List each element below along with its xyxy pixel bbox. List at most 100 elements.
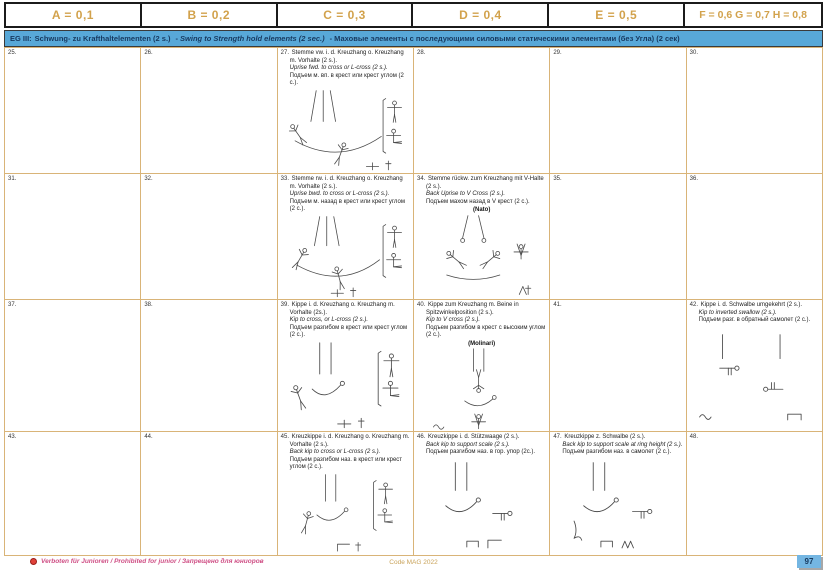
element-text-ru: Подъем м. назад в крест или крест углом … [289,198,405,213]
element-text-en: Back kip to cross or L-cross (2 s.). [289,449,381,455]
element-number: 46. [416,434,426,440]
element-number: 43. [8,434,17,440]
element-figure [281,214,410,299]
element-text-de: Kippe i. d. Kreuzhang o. Kreuzhang m. Vo… [289,302,395,316]
element-figure-uprise-bwd-to-cross [291,215,402,297]
element-number: 36. [689,176,698,182]
element-text-de: Kippe zum Kreuzhang m. Beine in Spitzwin… [425,302,519,316]
element-figure-back-kip-swallow [573,461,653,548]
element-text-de: Stemme rw. i. d. Kreuzhang o. Kreuzhang … [289,176,403,190]
element-cell: 31. [5,173,142,299]
element-group-title-en: Swing to Strength hold elements (2 sec.) [180,34,325,43]
element-cell: 44. [141,431,278,555]
element-number: 34. [416,176,426,182]
element-figure-kip-inverted-swallow [698,333,802,420]
element-cell: 41. [550,299,687,431]
junior-restriction: Verboten für Junioren / Prohibited for j… [30,558,264,565]
element-number: 48. [689,434,698,440]
element-cell: 42. Kippe i. d. Schwalbe umgekehrt (2 s.… [686,299,823,431]
element-figure-uprise-fwd-to-cross [288,89,402,170]
element-number: 45. [280,434,289,440]
element-cell: 26. [141,47,278,173]
junior-restriction-icon [30,558,37,565]
element-number: 29. [553,50,562,56]
element-text-ru: Подъем разгибом в крест или крест углом … [289,324,408,339]
element-cell: 47. Kreuzkippe z. Schwalbe (2 s.). Back k… [550,431,687,555]
element-number: 33. [280,176,289,182]
junior-restriction-text: Verboten für Junioren / Prohibited for j… [41,558,264,565]
element-text-ru: Подъем разгибом наз. в крест или крест у… [289,456,403,471]
element-text-ru: Подъем разгибом наз. в гор. упор (2с.). [425,449,536,455]
element-cell: 48. [686,431,823,555]
element-figure [281,472,410,555]
element-cell: 46. Kreuzkippe i. d. Stützwaage (2 s.). B… [413,431,551,555]
page-number-badge: 97 [797,555,821,568]
element-text-en: Uprise fwd. to cross or L-cross (2 s.). [289,65,388,71]
element-cell: 27. Stemme vw. i. d. Kreuzhang o. Kreuzh… [277,47,414,173]
element-figure-kip-to-cross [290,341,400,428]
element-figure [281,340,410,431]
difficulty-value-header-row: A = 0,1 B = 0,2 C = 0,3 D = 0,4 E = 0,5 F = 0… [4,2,823,28]
element-text-de: Kippe i. d. Schwalbe umgekehrt (2 s.). [700,302,803,308]
element-cell: 29. [550,47,687,173]
element-text-en: Back Uprise to V Cross (2 s.). [425,191,506,197]
element-text-de: Kreuzkippe i. d. Stützwaage (2 s.). [428,434,520,440]
element-text-ru: Подъем разгибом в крест с высоким углом … [425,324,546,339]
element-grid: 25. 26. 27. Stemme vw. i. d. Kreuzhang o. … [4,47,823,556]
element-cell: 36. [686,173,823,299]
element-cell: 30. [686,47,823,173]
code-reference: Code MAG 2022 [389,559,438,566]
element-group-label: EG III: [10,34,32,43]
element-cell: 40. Kippe zum Kreuzhang m. Beine in Spit… [413,299,551,431]
element-eponym: (Nato) [472,207,491,213]
value-header-d: D = 0,4 [413,4,550,26]
value-header-b: B = 0,2 [142,4,278,26]
element-text-ru: Подъем разг. в обратный самолет (2 с.). [698,317,811,323]
element-text-en: Kip to V cross (2 s.). [425,317,480,323]
element-text-de: Kreuzkippe z. Schwalbe (2 s.). [564,434,646,440]
element-text-en: Uprise bwd. to cross or L-cross (2 s.). [289,191,390,197]
element-text-de: Stemme vw. i. d. Kreuzhang o. Kreuzhang … [289,50,404,64]
element-text-ru: Подъем махом назад в V крест (2 с.). [425,198,530,205]
element-number: 47. [553,434,562,440]
value-header-a: A = 0,1 [6,4,142,26]
element-group-banner: EG III: Schwung- zu Krafthaltelementen (… [4,30,823,47]
element-number: 40. [416,302,426,308]
element-cell: 37. [5,299,142,431]
element-figure [417,457,546,555]
element-eponym: (Molinari) [468,340,496,347]
element-number: 26. [144,50,153,56]
element-number: 28. [416,50,426,56]
element-text-de: Stemme rückw. zum Kreuzhang mit V-Halte … [425,176,544,190]
element-text-ru: Подъем м. вп. в крест или крест углом (2… [289,72,404,87]
element-figure [281,88,410,173]
value-header-e: E = 0,5 [549,4,686,26]
element-group-title-de: Schwung- zu Krafthaltelementen (2 s.) [34,34,171,43]
element-cell: 28. [413,47,551,173]
element-figure [690,325,819,431]
element-number: 44. [144,434,153,440]
element-figure-back-kip-to-cross [300,473,393,551]
element-text-ru: Подъем разгибом наз. в самолет (2 с.). [562,449,672,455]
element-figure-kip-to-v-cross [432,347,497,430]
page-footer: Verboten für Junioren / Prohibited for j… [0,553,827,572]
element-number: 38. [144,302,153,308]
element-figure-back-kip-support-scale [445,461,513,548]
element-number: 31. [8,176,17,182]
element-cell: 32. [141,173,278,299]
element-number: 35. [553,176,562,182]
element-cell: 33. Stemme rw. i. d. Kreuzhang o. Kreuzh… [277,173,414,299]
element-number: 42. [689,302,698,308]
element-text-de: Kreuzkippe i. d. Kreuzhang o. Kreuzhang … [289,434,410,448]
element-figure [553,457,682,555]
difficulty-table: A = 0,1 B = 0,2 C = 0,3 D = 0,4 E = 0,5 F = 0… [4,2,823,556]
element-cell: 25. [5,47,142,173]
element-cell: 38. [141,299,278,431]
element-number: 37. [8,302,17,308]
separator: - [329,34,333,43]
element-cell: 43. [5,431,142,555]
element-text-en: Kip to inverted swallow (2 s.). [698,309,777,316]
element-figure-back-uprise-v-cross [446,215,532,295]
value-header-c: C = 0,3 [278,4,414,26]
